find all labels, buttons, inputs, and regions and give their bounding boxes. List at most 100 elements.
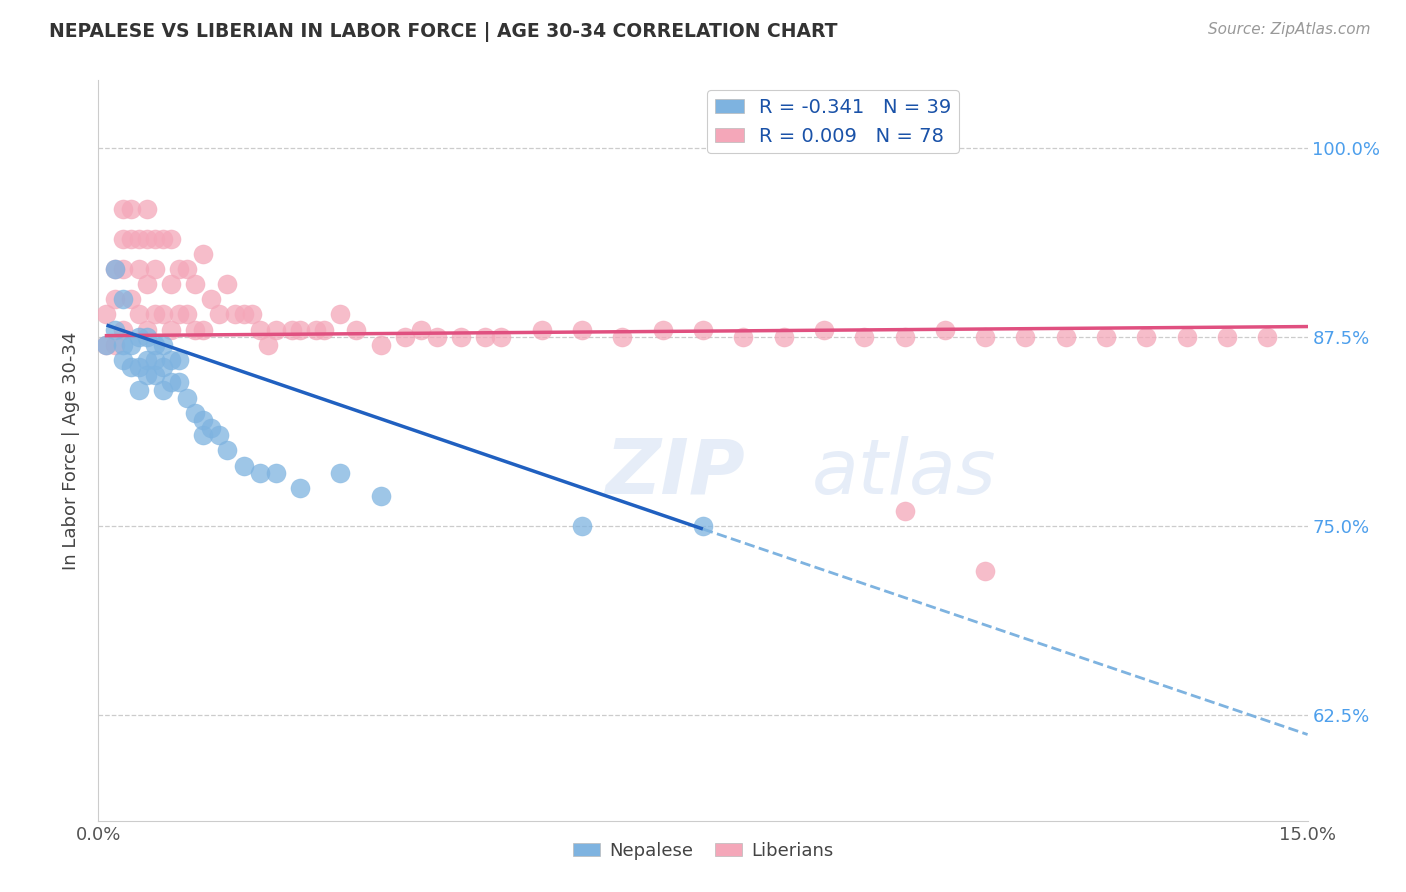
Point [176,262,198,277]
Point [152,383,174,397]
Point [184,322,207,336]
Point [135,277,157,292]
Point [111,293,134,307]
Point [143,232,166,246]
Point [152,360,174,375]
Point [160,277,183,292]
Point [1256,330,1278,344]
Point [974,565,997,579]
Point [135,202,157,216]
Point [143,337,166,351]
Point [152,232,174,246]
Point [249,466,271,480]
Point [143,352,166,367]
Point [96,337,118,351]
Point [152,308,174,322]
Point [264,466,287,480]
Point [103,322,125,336]
Point [111,202,134,216]
Text: Source: ZipAtlas.com: Source: ZipAtlas.com [1208,22,1371,37]
Point [450,330,472,344]
Point [160,232,183,246]
Point [651,322,673,336]
Text: ZIP: ZIP [606,435,747,509]
Point [111,262,134,277]
Point [370,489,392,503]
Point [288,481,311,495]
Point [224,308,246,322]
Point [111,337,134,351]
Point [193,322,215,336]
Point [160,376,183,390]
Point [128,330,150,344]
Point [314,322,336,336]
Point [143,368,166,382]
Point [135,368,157,382]
Point [160,322,183,336]
Point [264,322,287,336]
Point [853,330,876,344]
Point [103,293,125,307]
Point [176,308,198,322]
Point [135,322,157,336]
Point [120,360,142,375]
Point [193,413,215,427]
Point [103,262,125,277]
Point [120,293,142,307]
Point [934,322,956,336]
Point [1095,330,1118,344]
Point [217,443,239,458]
Point [111,232,134,246]
Point [1014,330,1036,344]
Point [530,322,553,336]
Point [193,247,215,261]
Point [120,202,142,216]
Point [692,519,714,533]
Point [103,337,125,351]
Point [143,262,166,277]
Point [200,293,222,307]
Y-axis label: In Labor Force | Age 30-34: In Labor Force | Age 30-34 [62,331,80,570]
Point [344,322,367,336]
Point [152,337,174,351]
Point [893,330,915,344]
Point [974,330,997,344]
Point [160,352,183,367]
Point [370,337,392,351]
Point [1175,330,1198,344]
Point [135,330,157,344]
Point [208,308,231,322]
Point [167,376,190,390]
Point [612,330,634,344]
Point [409,322,432,336]
Text: atlas: atlas [811,435,997,509]
Point [200,421,222,435]
Point [167,308,190,322]
Point [96,337,118,351]
Point [167,352,190,367]
Point [111,352,134,367]
Legend: Nepalese, Liberians: Nepalese, Liberians [565,835,841,867]
Point [1216,330,1239,344]
Point [143,308,166,322]
Point [491,330,513,344]
Point [232,458,254,473]
Point [288,322,311,336]
Point [111,322,134,336]
Point [96,308,118,322]
Point [217,277,239,292]
Point [120,232,142,246]
Point [128,360,150,375]
Point [135,352,157,367]
Point [893,504,915,518]
Point [128,383,150,397]
Point [692,322,714,336]
Point [329,308,352,322]
Point [184,406,207,420]
Point [813,322,835,336]
Point [240,308,263,322]
Point [1135,330,1157,344]
Point [128,232,150,246]
Point [193,428,215,442]
Point [128,262,150,277]
